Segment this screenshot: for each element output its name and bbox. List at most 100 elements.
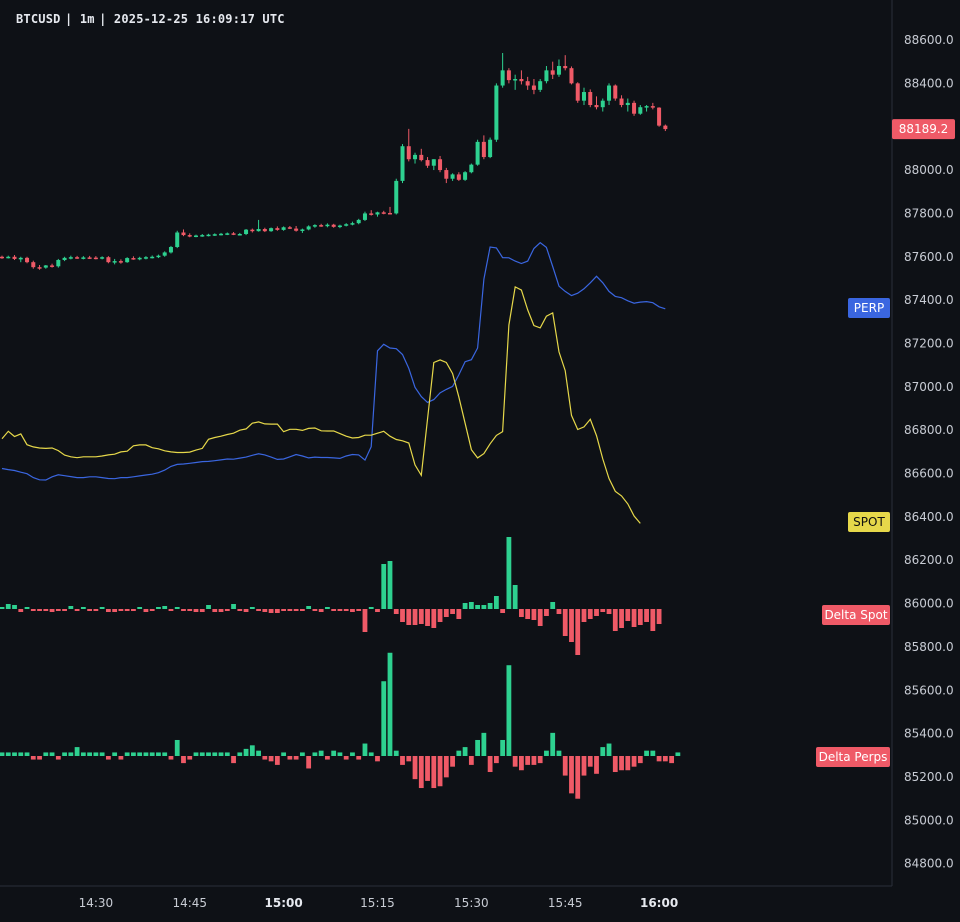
delta-spot-bar xyxy=(631,609,637,627)
delta-spot-bar xyxy=(381,564,387,609)
delta-perps-bar xyxy=(62,752,67,756)
delta-spot-bar xyxy=(0,607,5,609)
delta-perps-bar xyxy=(550,732,556,756)
delta-perps-bar xyxy=(562,756,568,776)
candle-body xyxy=(556,66,561,75)
delta-perps-bar xyxy=(74,747,80,756)
candle-body xyxy=(162,252,167,256)
delta-perps-bar xyxy=(487,756,493,773)
price-tick-label: 86800.0 xyxy=(904,423,954,437)
candle-body xyxy=(187,235,192,237)
delta-spot-bar xyxy=(281,609,287,611)
delta-perps-bar xyxy=(187,756,193,760)
delta-spot-bar xyxy=(637,609,643,625)
time-tick-label: 15:15 xyxy=(360,896,395,910)
delta-perps-bar xyxy=(337,752,343,756)
candle-body xyxy=(193,235,198,238)
delta-perps-bar xyxy=(387,652,393,756)
delta-perps-bar xyxy=(437,756,443,787)
time-tick-label: 16:00 xyxy=(640,896,678,910)
delta-perps-bar xyxy=(331,750,337,756)
candle-body xyxy=(12,256,17,259)
delta-spot-tag: Delta Spot xyxy=(824,608,887,622)
delta-spot-bar xyxy=(212,609,218,612)
price-tick-label: 85200.0 xyxy=(904,770,954,784)
candle-body xyxy=(312,225,317,227)
delta-spot-bar xyxy=(500,609,506,613)
delta-perps-bar xyxy=(381,681,387,756)
perp-tag-bg xyxy=(848,298,890,318)
delta-spot-bar xyxy=(594,609,599,616)
delta-perps-bar xyxy=(406,756,412,762)
delta-spot-bar xyxy=(393,609,399,614)
delta-perps-bar xyxy=(93,752,99,756)
chart-header: BTCUSD | 1m | 2025-12-25 16:09:17 UTC xyxy=(16,12,285,26)
delta-perps-bar xyxy=(544,750,549,756)
candle-body xyxy=(81,257,86,259)
delta-spot-bar xyxy=(406,609,412,625)
candle-body xyxy=(569,68,574,84)
delta-spot-bar xyxy=(156,607,161,609)
candle-body xyxy=(256,229,261,232)
delta-spot-bar xyxy=(600,609,606,612)
candle-body xyxy=(450,174,455,179)
candle-body xyxy=(531,85,536,90)
delta-perps-bar xyxy=(375,756,380,762)
delta-perps-bar xyxy=(193,752,199,756)
perp-spot-lines xyxy=(1,241,666,524)
delta-spot-bar xyxy=(362,609,368,632)
candle-body xyxy=(456,174,461,180)
delta-spot-bar xyxy=(562,609,568,636)
candle-body xyxy=(281,227,286,230)
delta-perps-bar xyxy=(625,756,631,771)
delta-spot-bar xyxy=(544,609,549,616)
timestamp-label: 2025-12-25 16:09:17 UTC xyxy=(113,12,285,26)
delta-perps-bar xyxy=(218,752,224,756)
delta-perps-bar xyxy=(650,750,656,756)
candle-body xyxy=(56,260,61,267)
time-tick-label: 14:30 xyxy=(79,896,114,910)
delta-perps-bar xyxy=(256,750,261,756)
candle-body xyxy=(244,229,249,235)
perp-line xyxy=(1,241,666,481)
delta-spot-bar xyxy=(162,606,168,609)
candle-body xyxy=(519,79,524,82)
delta-spot-bar xyxy=(299,609,305,611)
delta-perps-bar xyxy=(644,750,649,756)
delta-spot-bar xyxy=(487,603,493,609)
delta-spot-bar xyxy=(293,609,299,611)
candle-body xyxy=(68,257,73,259)
delta-spot-bar xyxy=(143,609,149,612)
price-tick-label: 85800.0 xyxy=(904,640,954,654)
delta-perps-bar xyxy=(500,739,506,756)
delta-spot-bar xyxy=(656,609,662,624)
delta-spot-bar xyxy=(168,609,174,611)
delta-perps-bar xyxy=(537,756,543,764)
delta-perps-bar xyxy=(312,752,318,756)
interval-label: 1m xyxy=(79,12,95,26)
candle-body xyxy=(581,92,586,101)
delta-perps-bar xyxy=(306,756,312,769)
delta-perps-bar xyxy=(631,756,637,767)
series-tags: 88189.2 PERP SPOT Delta Spot Delta Perps xyxy=(816,119,955,767)
price-axis[interactable]: 88600.088400.088200.088000.087800.087600… xyxy=(904,33,954,871)
candle-body xyxy=(168,247,173,253)
delta-perps-bar xyxy=(525,756,531,765)
delta-spot-bar xyxy=(612,609,618,631)
delta-perps-bar xyxy=(587,756,593,767)
delta-perps-bar xyxy=(656,756,662,762)
delta-perps-bar xyxy=(156,752,161,756)
candle-body xyxy=(75,257,80,259)
symbol-label: BTCUSD xyxy=(16,12,61,26)
delta-spot-bar xyxy=(30,609,36,611)
delta-perps-bar xyxy=(325,756,330,760)
candle-body xyxy=(100,257,105,259)
delta-perps-bar xyxy=(356,756,362,760)
candle-body xyxy=(563,66,568,69)
delta-perps-bar xyxy=(87,752,93,756)
time-axis[interactable]: 14:30 14:45 15:00 15:15 15:30 15:45 16:00 xyxy=(79,896,679,910)
delta-spot-tag-bg xyxy=(822,605,890,625)
candle-body xyxy=(331,224,336,227)
